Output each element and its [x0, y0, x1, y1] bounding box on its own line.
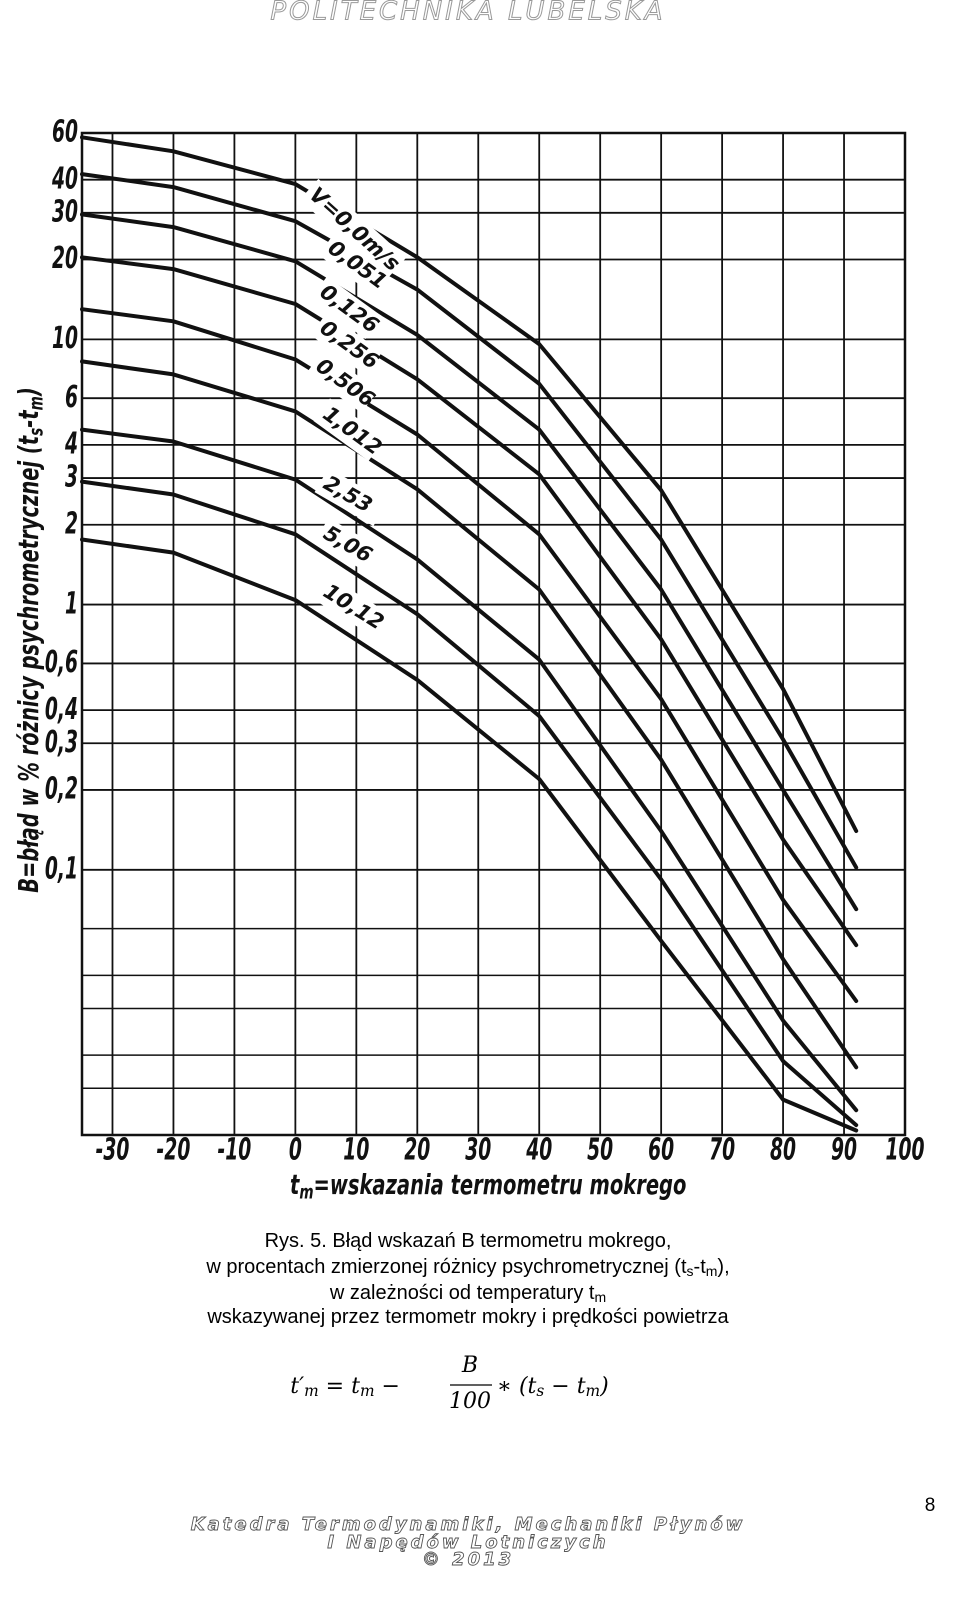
curve-label-bg	[314, 467, 388, 527]
x-tick-label: 50	[587, 1133, 613, 1168]
formula-part: t′	[290, 1374, 304, 1399]
curve-label-bg	[313, 398, 386, 461]
footer-line: I Napędów Lotniczych	[327, 1532, 608, 1553]
curve	[80, 135, 859, 833]
y-tick-label: 2	[65, 507, 78, 542]
caption-text: ),	[717, 1256, 729, 1278]
y-tick-label: 4	[64, 427, 78, 462]
y-axis-label-part: B=błąd w % różnicy psychrometrycznej (t	[12, 435, 44, 893]
formula-sub: m	[586, 1382, 601, 1400]
x-tick-label: 40	[525, 1133, 552, 1168]
y-tick-label: 1	[65, 587, 78, 622]
y-tick-label: 40	[51, 162, 78, 197]
x-axis-label: tm=wskazania termometru mokrego	[290, 1168, 686, 1202]
curve	[80, 479, 859, 1128]
y-tick-label: 60	[52, 115, 78, 150]
x-tick-label: 20	[404, 1133, 430, 1168]
footer-line: Katedra Termodynamiki, Mechaniki Płynów	[191, 1514, 746, 1535]
formula-part: = t	[319, 1374, 360, 1399]
x-tick-label: -30	[96, 1133, 130, 1168]
caption-sub: m	[706, 1263, 718, 1279]
x-tick-label: 10	[343, 1133, 369, 1168]
curve	[80, 255, 859, 948]
x-tick-label: 80	[770, 1133, 796, 1168]
y-tick-label: 30	[52, 195, 78, 230]
y-tick-label: 20	[52, 242, 78, 277]
caption-text: -t	[694, 1256, 707, 1278]
formula-part: )	[599, 1374, 609, 1399]
x-tick-label: 100	[885, 1133, 924, 1168]
curve-label-bg	[314, 517, 388, 577]
caption-text: wskazywanej przez termometr mokry i pręd…	[206, 1306, 729, 1328]
y-tick-label: 10	[52, 321, 78, 356]
caption-text: w zależności od temperatury t	[329, 1282, 595, 1304]
curve	[80, 212, 859, 912]
caption-sub: s	[687, 1263, 694, 1279]
formula-sub: s	[536, 1382, 544, 1400]
y-tick-label: 0,4	[45, 692, 78, 727]
footer-line: © 2013	[422, 1549, 514, 1570]
header: POLITECHNIKA LUBELSKA	[270, 0, 665, 27]
caption-line: Rys. 5. Błąd wskazań B termometru mokreg…	[265, 1230, 672, 1252]
y-axis-label: B=błąd w % różnicy psychrometrycznej (ts…	[12, 387, 46, 893]
y-tick-label: 0,6	[45, 645, 78, 680]
formula-sub: m	[304, 1382, 319, 1400]
curve	[80, 427, 859, 1113]
caption-text: w procentach zmierzonej różnicy psychrom…	[205, 1256, 687, 1278]
formula: t′m = tm − B 100 ∗ (ts − tm)	[290, 1353, 609, 1414]
curve	[80, 537, 859, 1133]
y-tick-label: 6	[65, 380, 78, 415]
y-axis-label-sub: s	[24, 428, 46, 436]
x-tick-label: -20	[157, 1133, 191, 1168]
curve-label-bg	[306, 350, 379, 413]
formula-left: t′m = tm −	[290, 1374, 400, 1400]
formula-part: −	[375, 1374, 400, 1399]
caption-sub: m	[594, 1289, 606, 1305]
y-tick-label: 0,2	[45, 772, 78, 807]
y-axis-label-part: )	[12, 387, 44, 397]
formula-numerator: B	[461, 1353, 478, 1378]
curve	[80, 307, 859, 1003]
caption-line: wskazywanej przez termometr mokry i pręd…	[206, 1306, 729, 1328]
formula-part: ∗ (t	[497, 1374, 537, 1399]
x-tick-label: 0	[289, 1133, 302, 1168]
page-number: 8	[925, 1495, 936, 1516]
x-tick-label: -10	[218, 1133, 252, 1168]
caption-line: w procentach zmierzonej różnicy psychrom…	[205, 1256, 729, 1278]
x-axis-label-part: =wskazania termometru mokrego	[314, 1168, 687, 1200]
formula-denominator: 100	[449, 1389, 491, 1414]
curve-label-bg	[318, 232, 391, 295]
formula-sub: m	[360, 1382, 375, 1400]
curve-label-bg	[310, 276, 383, 339]
x-tick-label: 70	[709, 1133, 735, 1168]
curve-label-bg	[314, 576, 387, 636]
y-tick-label: 0,3	[45, 725, 78, 760]
caption-line: w zależności od temperatury tm	[329, 1282, 606, 1304]
curve-label-bg	[299, 178, 407, 279]
x-tick-label: 60	[648, 1133, 674, 1168]
plot-frame	[80, 131, 907, 1137]
caption: Rys. 5. Błąd wskazań B termometru mokreg…	[205, 1230, 729, 1328]
x-tick-label: 30	[465, 1133, 491, 1168]
y-tick-label: 0,1	[45, 852, 78, 887]
curve	[80, 172, 859, 870]
curve-label-bg	[310, 312, 383, 375]
x-tick-label: 90	[831, 1133, 857, 1168]
x-axis-label-part: t	[290, 1168, 301, 1200]
y-axis-label-part: -t	[12, 409, 44, 428]
formula-right: ∗ (ts − tm)	[497, 1374, 609, 1400]
y-tick-label: 3	[65, 460, 78, 495]
caption-text: Rys. 5. Błąd wskazań B termometru mokreg…	[265, 1230, 672, 1252]
y-axis-label-sub: m	[24, 396, 46, 410]
x-axis-label-sub: m	[299, 1180, 313, 1202]
formula-part: − t	[544, 1374, 585, 1399]
curve	[80, 359, 859, 1070]
